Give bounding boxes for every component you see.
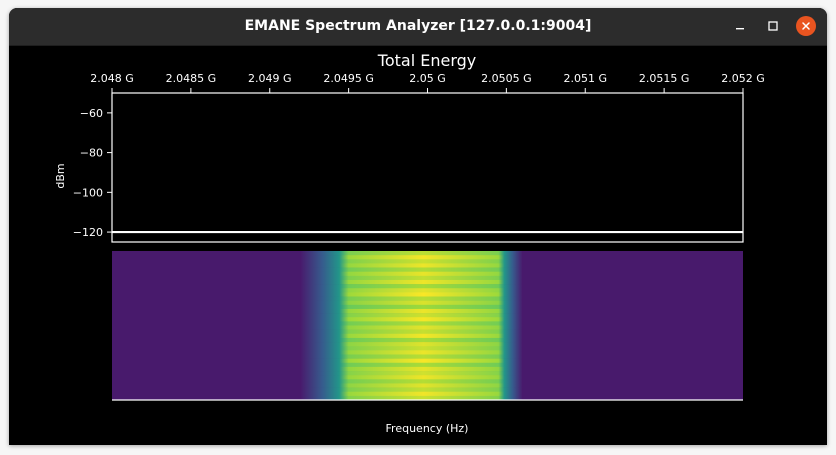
heatmap-row <box>301 259 523 264</box>
heatmap-row <box>301 395 523 401</box>
heatmap-row <box>301 267 523 272</box>
title-bar[interactable]: EMANE Spectrum Analyzer [127.0.0.1:9004] <box>9 8 827 46</box>
heatmap-row <box>301 321 523 326</box>
x-tick-label: 2.048 G <box>90 72 134 85</box>
heatmap-row <box>301 329 523 335</box>
close-icon <box>802 22 810 30</box>
x-tick-label: 2.05 G <box>409 72 446 85</box>
y-tick-label: −120 <box>73 226 103 239</box>
heatmap-row <box>301 313 523 318</box>
heatmap-row <box>301 375 523 380</box>
heatmap-row <box>301 366 523 372</box>
heatmap-row <box>301 300 523 306</box>
heatmap-row <box>301 350 523 355</box>
heatmap-row <box>301 279 523 285</box>
heatmap-row <box>301 288 523 293</box>
y-tick-label: −60 <box>80 107 103 120</box>
close-button[interactable] <box>796 16 816 36</box>
heatmap-row <box>301 346 523 351</box>
y-axis-label: dBm <box>54 163 67 188</box>
heatmap-row <box>301 387 523 393</box>
heatmap-row <box>301 296 523 301</box>
heatmap-row <box>301 255 523 260</box>
line-axes-frame <box>111 92 744 243</box>
heatmap-row <box>301 342 523 347</box>
heatmap-row <box>301 337 523 343</box>
minimize-button[interactable] <box>729 15 751 37</box>
x-tick-label: 2.0505 G <box>481 72 532 85</box>
window-title: EMANE Spectrum Analyzer [127.0.0.1:9004] <box>244 18 592 34</box>
heatmap-row <box>301 358 523 364</box>
heatmap-row <box>301 354 523 359</box>
waterfall-heatmap <box>112 251 743 401</box>
heatmap-row <box>301 304 523 310</box>
heatmap-row <box>301 362 523 368</box>
heatmap-row <box>301 292 523 297</box>
y-tick-label: −80 <box>80 147 103 160</box>
heatmap-row <box>301 308 523 314</box>
x-axis-label: Frequency (Hz) <box>386 422 469 435</box>
heatmap-row <box>301 325 523 330</box>
x-tick-label: 2.0495 G <box>323 72 374 85</box>
minimize-icon <box>736 28 744 30</box>
energy-line-plot: 2.048 G 2.0485 G 2.049 G 2.0495 G 2.05 G 2.05… <box>73 72 765 243</box>
x-tick-label: 2.0515 G <box>639 72 690 85</box>
maximize-icon <box>768 21 778 31</box>
heatmap-row <box>301 263 523 268</box>
y-tick-label: −100 <box>73 186 103 199</box>
heatmap-row <box>301 275 523 281</box>
heatmap-row <box>301 317 523 322</box>
heatmap-row <box>301 251 523 256</box>
heatmap-row <box>301 379 523 384</box>
heatmap-row <box>301 284 523 289</box>
app-window: EMANE Spectrum Analyzer [127.0.0.1:9004]… <box>9 8 827 445</box>
heatmap-row <box>301 271 523 277</box>
heatmap-row <box>301 333 523 339</box>
heatmap-row <box>301 391 523 397</box>
maximize-button[interactable] <box>762 15 784 37</box>
x-tick-label: 2.049 G <box>248 72 292 85</box>
x-tick-label: 2.051 G <box>563 72 607 85</box>
x-tick-label: 2.052 G <box>721 72 765 85</box>
x-tick-label: 2.0485 G <box>166 72 217 85</box>
heatmap-row <box>301 371 523 376</box>
plot-title: Total Energy <box>377 51 476 70</box>
heatmap-row <box>301 383 523 388</box>
